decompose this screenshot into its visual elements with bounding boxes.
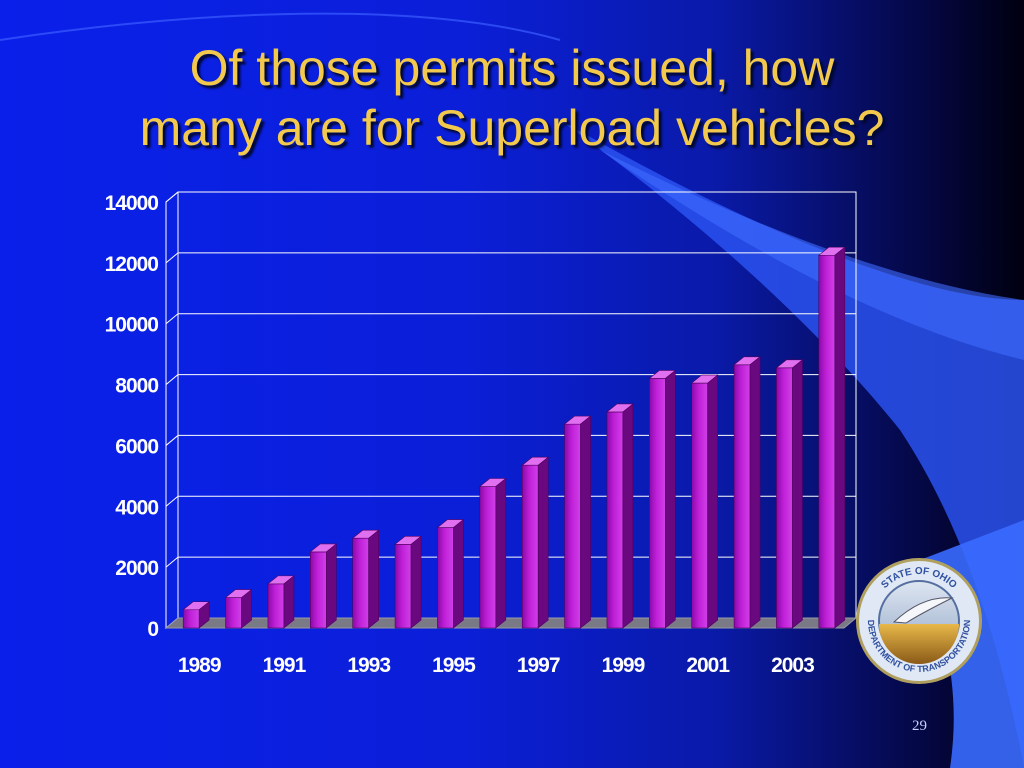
x-tick-label: 1991 [263, 654, 307, 677]
y-tick-label: 12000 [105, 253, 159, 276]
slide-title: Of those permits issued, how many are fo… [0, 38, 1024, 158]
y-tick-label: 8000 [115, 375, 158, 398]
bar [818, 254, 836, 629]
gridline-side [165, 252, 179, 264]
x-tick-label: 1997 [517, 654, 560, 677]
y-tick-label: 0 [147, 618, 158, 641]
gridline-side [165, 495, 179, 507]
y-tick-label: 6000 [115, 435, 158, 458]
gridline-side [165, 374, 179, 385]
bar [437, 527, 454, 629]
gridline-side [165, 313, 179, 325]
x-tick-label: 1989 [178, 654, 221, 677]
gridline-side [165, 556, 179, 568]
y-tick-label: 2000 [115, 557, 158, 580]
bar-side [198, 601, 210, 629]
bar [521, 464, 539, 629]
bar-side [368, 529, 379, 629]
bar-side [665, 369, 676, 629]
bar-side [410, 535, 422, 629]
x-tick-label: 2003 [771, 654, 814, 677]
bar [691, 382, 708, 629]
gridline-side [165, 435, 179, 446]
bar-side [580, 415, 591, 629]
page-number: 29 [912, 718, 927, 734]
bar-side [834, 246, 846, 629]
gridline-side [165, 191, 179, 203]
bar [776, 367, 793, 629]
bar-side [453, 518, 464, 629]
y-tick-label: 4000 [115, 496, 158, 519]
bar-side [749, 356, 761, 629]
bar [606, 411, 624, 629]
bar [182, 609, 200, 629]
bar-side [326, 543, 337, 629]
bar [352, 537, 369, 629]
x-tick-label: 1999 [602, 654, 645, 677]
x-tick-label: 1995 [432, 654, 476, 677]
bar [733, 364, 751, 629]
bar-side [241, 588, 252, 629]
slide-title-line1: Of those permits issued, how [189, 40, 835, 96]
bar-side [537, 456, 549, 629]
bar-side [792, 359, 803, 629]
bar-side [622, 403, 634, 629]
bar [394, 544, 412, 629]
ohio-dot-seal-logo: STATE OF OHIO DEPARTMENT OF TRANSPORTATI… [856, 558, 982, 684]
y-tick-label: 14000 [105, 192, 159, 215]
bar [267, 583, 285, 629]
bar [649, 378, 666, 629]
bar [564, 423, 581, 629]
bar-side [707, 374, 718, 629]
bar [310, 551, 327, 629]
bar-side [283, 575, 295, 629]
x-tick-label: 1993 [347, 654, 390, 677]
slide-title-line2: many are for Superload vehicles? [139, 100, 885, 156]
bar [225, 597, 242, 629]
x-tick-label: 2001 [686, 654, 730, 677]
bar [479, 486, 497, 629]
y-tick-label: 10000 [105, 314, 159, 337]
bar-side [495, 477, 507, 629]
